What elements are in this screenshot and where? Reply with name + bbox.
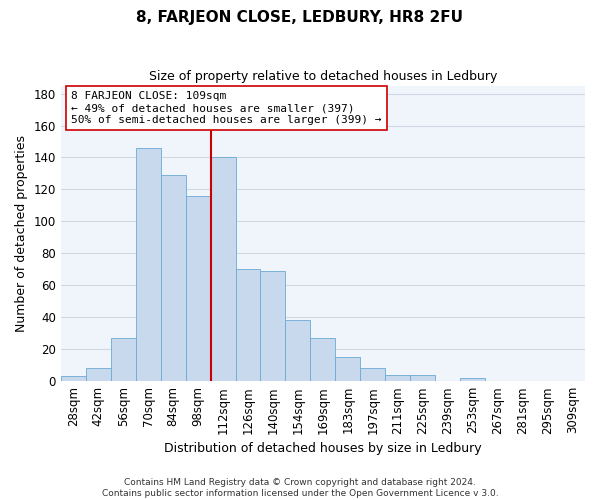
Bar [86,368,111,381]
Bar [361,368,385,381]
Bar [410,375,435,381]
Bar [236,270,260,381]
Text: 8, FARJEON CLOSE, LEDBURY, HR8 2FU: 8, FARJEON CLOSE, LEDBURY, HR8 2FU [137,10,464,25]
Bar [260,271,286,381]
Y-axis label: Number of detached properties: Number of detached properties [15,135,28,332]
Bar [185,196,211,381]
Bar [310,338,335,381]
X-axis label: Distribution of detached houses by size in Ledbury: Distribution of detached houses by size … [164,442,482,455]
Text: 8 FARJEON CLOSE: 109sqm
← 49% of detached houses are smaller (397)
50% of semi-d: 8 FARJEON CLOSE: 109sqm ← 49% of detache… [71,92,382,124]
Bar [385,375,410,381]
Bar [460,378,485,381]
Bar [136,148,161,381]
Bar [111,338,136,381]
Title: Size of property relative to detached houses in Ledbury: Size of property relative to detached ho… [149,70,497,83]
Text: Contains HM Land Registry data © Crown copyright and database right 2024.
Contai: Contains HM Land Registry data © Crown c… [101,478,499,498]
Bar [161,175,185,381]
Bar [286,320,310,381]
Bar [335,357,361,381]
Bar [61,376,86,381]
Bar [211,158,236,381]
